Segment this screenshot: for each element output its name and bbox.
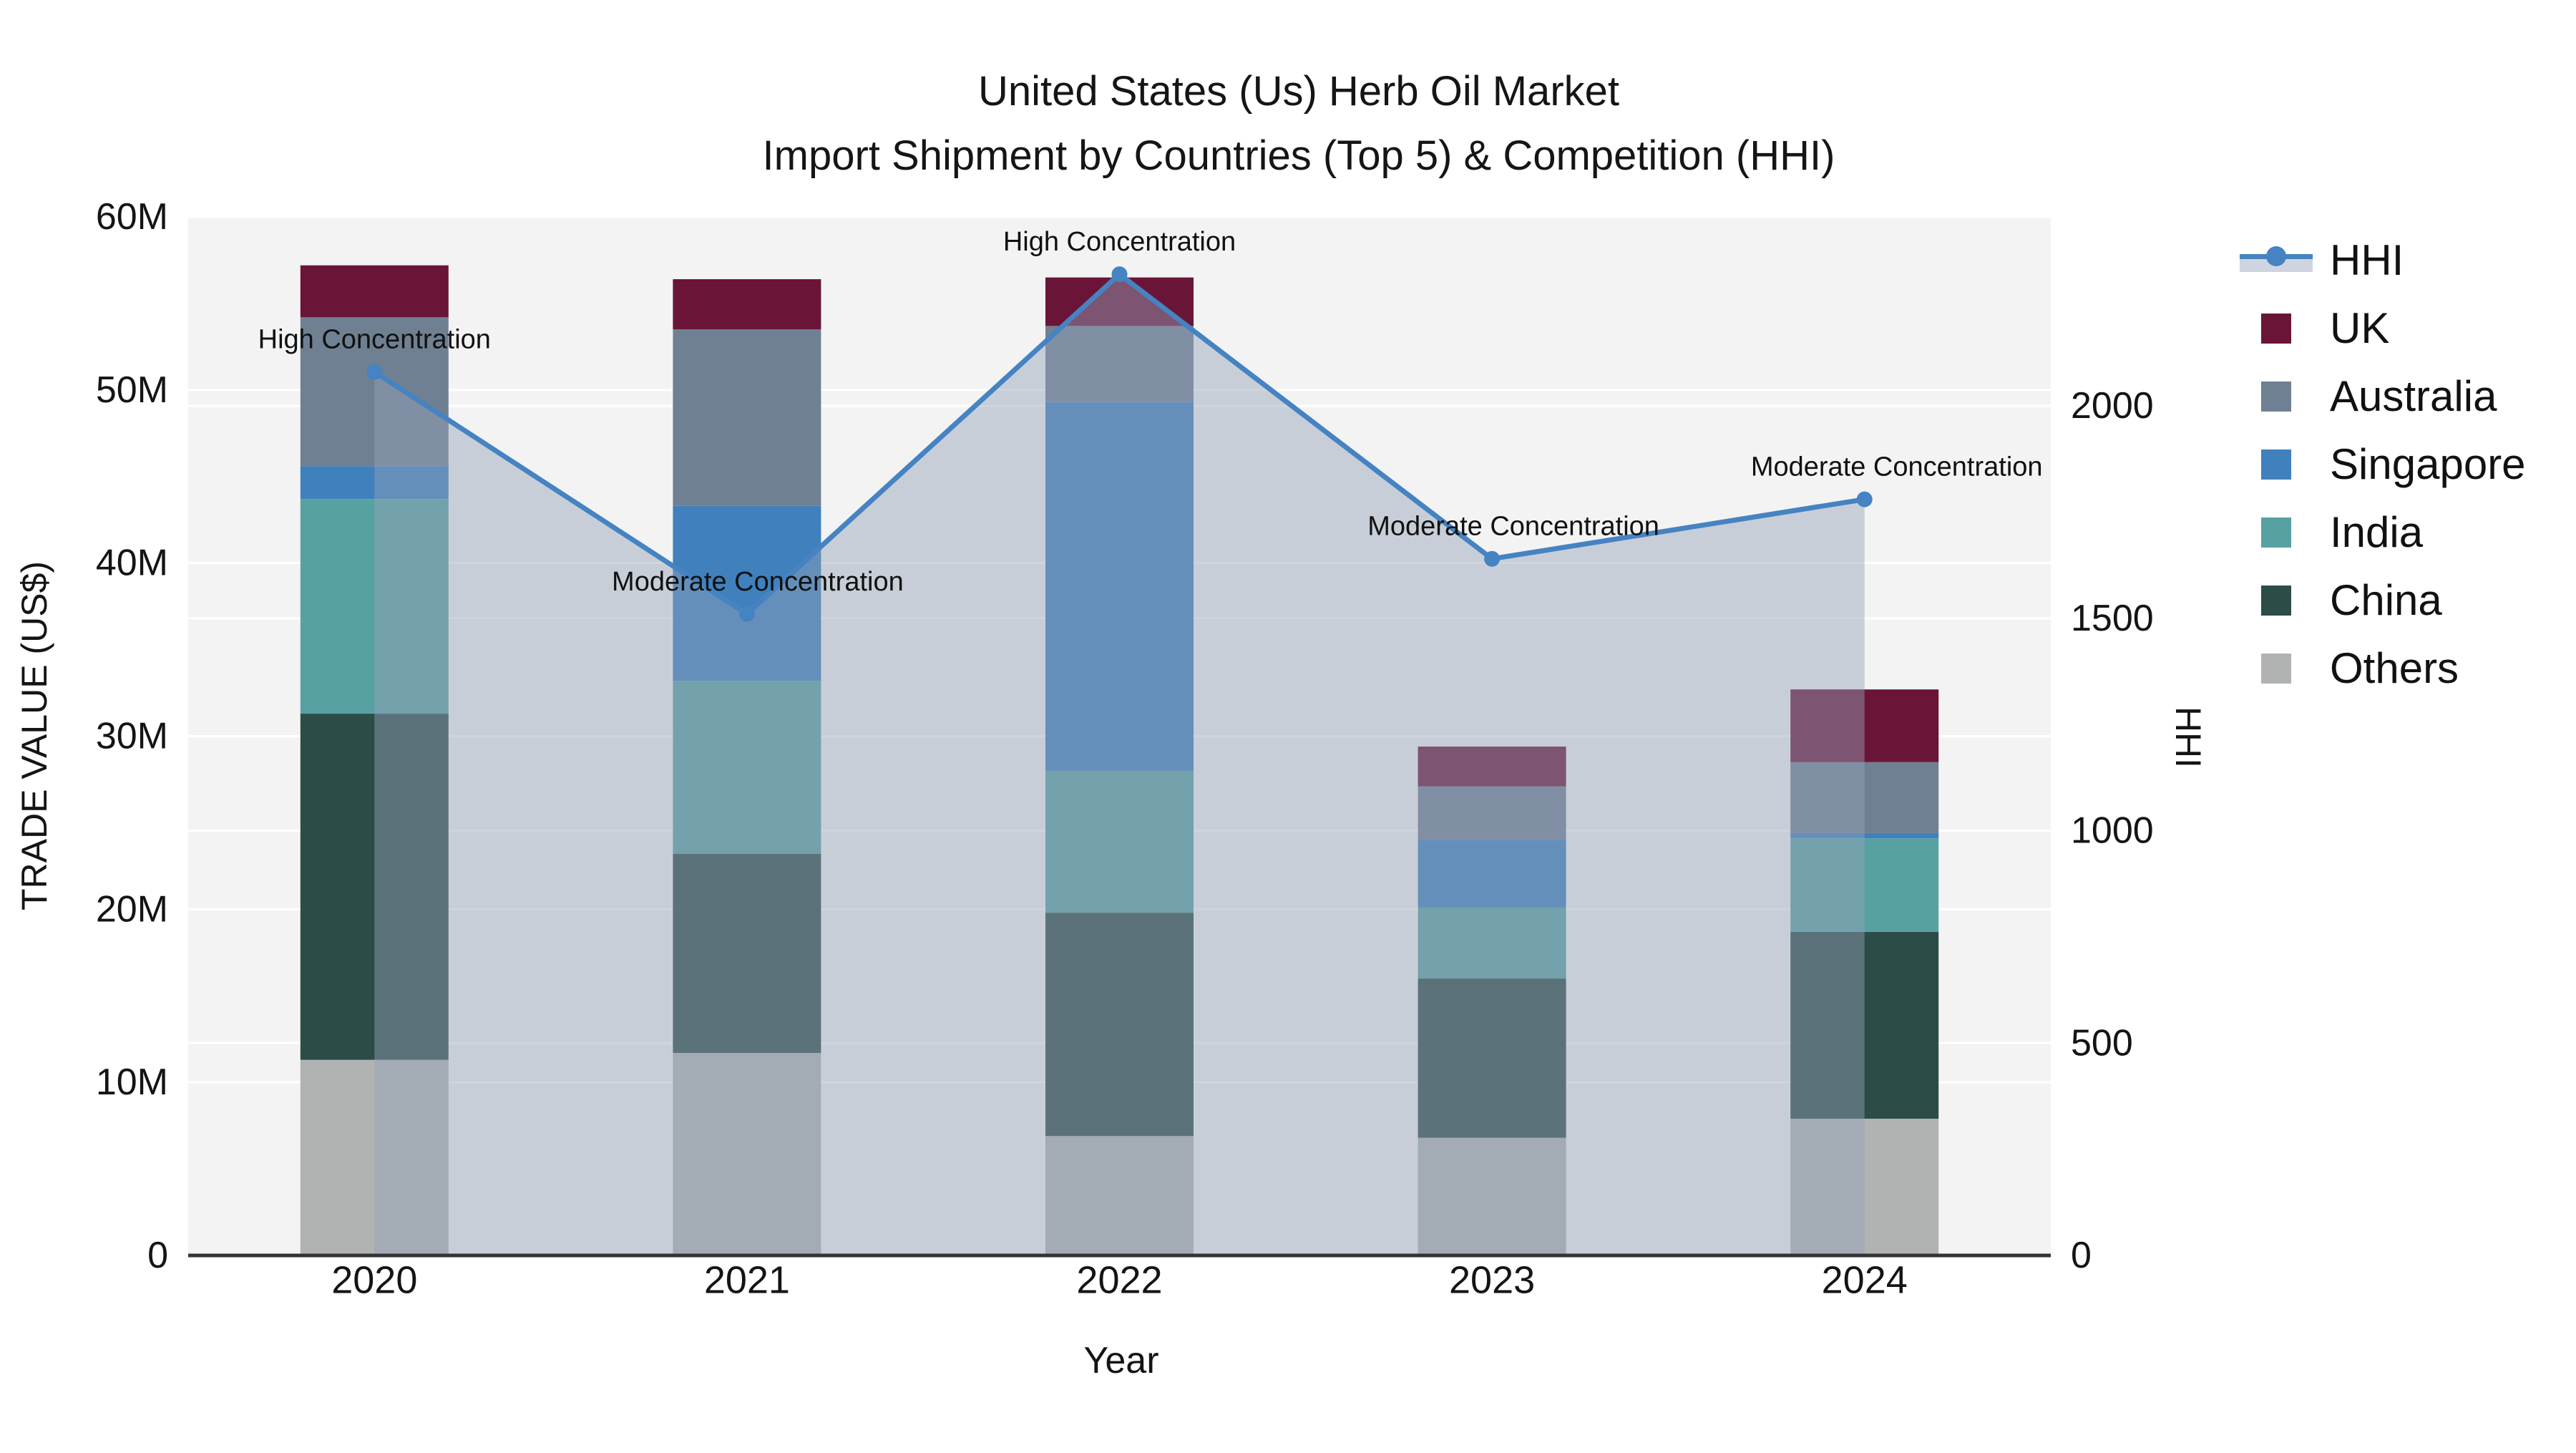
y-left-tick-20M: 20M <box>96 888 168 930</box>
chart-title-line2: Import Shipment by Countries (Top 5) & C… <box>762 132 1835 179</box>
bar-segment-singapore-2023 <box>1418 840 1566 908</box>
bar-segment-australia-2020 <box>300 317 449 467</box>
hhi-line-swatch-icon <box>2240 245 2313 276</box>
y-right-tick-500: 500 <box>2071 1022 2133 1064</box>
india-color-swatch-icon <box>2261 517 2291 548</box>
bar-segment-others-2024 <box>1790 1118 1939 1255</box>
legend-item-australia: Australia <box>2240 362 2526 430</box>
annotation-2024: Moderate Concentration <box>1751 452 2043 482</box>
bar-segment-singapore-2020 <box>300 466 449 500</box>
bar-segment-india-2023 <box>1418 907 1566 979</box>
bar-segment-others-2020 <box>300 1059 449 1255</box>
uk-color-swatch-icon <box>2261 313 2291 344</box>
y-left-tick-30M: 30M <box>96 716 168 757</box>
x-tick-2024: 2024 <box>1822 1258 1908 1301</box>
legend-item-singapore: Singapore <box>2240 430 2526 498</box>
bar-segment-australia-2024 <box>1790 762 1939 833</box>
hhi-marker-2021 <box>738 606 755 622</box>
legend-label: India <box>2330 508 2424 556</box>
y-right-tick-0: 0 <box>2071 1235 2092 1276</box>
y-right-tick-1500: 1500 <box>2071 598 2154 639</box>
bar-segment-uk-2020 <box>300 265 449 318</box>
y-left-tick-40M: 40M <box>96 543 168 584</box>
bar-segment-singapore-2022 <box>1045 402 1194 771</box>
hhi-marker-dot <box>2266 246 2286 266</box>
bar-segment-china-2020 <box>300 714 449 1060</box>
bar-segment-china-2021 <box>673 853 821 1054</box>
legend-item-china: China <box>2240 566 2526 634</box>
china-color-swatch-icon <box>2261 585 2291 616</box>
bar-segment-others-2023 <box>1418 1137 1566 1255</box>
others-color-swatch-icon <box>2261 653 2291 684</box>
bar-segment-singapore-2024 <box>1790 832 1939 839</box>
bar-segment-india-2020 <box>300 499 449 714</box>
bar-segment-others-2021 <box>673 1053 821 1255</box>
bar-segment-china-2022 <box>1045 913 1194 1137</box>
bar-segment-india-2022 <box>1045 770 1194 913</box>
hhi-marker-2024 <box>1856 491 1873 507</box>
bar-segment-australia-2022 <box>1045 326 1194 402</box>
y-right-tick-1000: 1000 <box>2071 810 2154 852</box>
bar-segment-india-2021 <box>673 681 821 854</box>
legend: HHI UK Australia Singapore India China O… <box>2240 226 2526 702</box>
legend-label: Others <box>2330 644 2459 692</box>
bar-segment-india-2024 <box>1790 838 1939 932</box>
bar-segment-uk-2021 <box>673 279 821 330</box>
bar-segment-uk-2024 <box>1790 689 1939 762</box>
legend-item-uk: UK <box>2240 294 2526 362</box>
x-tick-2022: 2022 <box>1076 1258 1162 1301</box>
legend-item-india: India <box>2240 498 2526 566</box>
y-axis-right-label: HHI <box>2168 706 2208 769</box>
legend-label: HHI <box>2330 236 2404 284</box>
bar-segment-australia-2023 <box>1418 786 1566 840</box>
hhi-marker-2023 <box>1484 550 1501 567</box>
bar-segment-china-2023 <box>1418 978 1566 1138</box>
bar-segment-china-2024 <box>1790 931 1939 1119</box>
bar-segment-singapore-2021 <box>673 505 821 681</box>
y-axis-left-label: TRADE VALUE (US$) <box>14 560 54 911</box>
annotation-2023: Moderate Concentration <box>1367 512 1659 542</box>
annotation-2021: Moderate Concentration <box>612 567 904 597</box>
singapore-color-swatch-icon <box>2261 449 2291 480</box>
hhi-marker-2020 <box>366 364 383 380</box>
chart-title-line1: United States (Us) Herb Oil Market <box>977 68 1620 115</box>
y-right-tick-2000: 2000 <box>2071 385 2154 427</box>
bar-segment-australia-2021 <box>673 329 821 506</box>
legend-label: Australia <box>2330 372 2497 420</box>
legend-item-hhi: HHI <box>2240 226 2526 294</box>
x-axis-label: Year <box>1083 1340 1159 1381</box>
legend-item-others: Others <box>2240 634 2526 702</box>
chart-title: United States (Us) Herb Oil Market Impor… <box>763 69 1835 179</box>
annotation-2020: High Concentration <box>258 325 491 355</box>
annotation-2022: High Concentration <box>1003 227 1236 257</box>
legend-label: Singapore <box>2330 440 2526 488</box>
hhi-area-fill <box>374 274 1865 1255</box>
x-tick-2023: 2023 <box>1449 1258 1535 1301</box>
hhi-marker-2022 <box>1111 266 1128 283</box>
australia-color-swatch-icon <box>2261 381 2291 412</box>
x-tick-2020: 2020 <box>331 1258 417 1301</box>
x-tick-2021: 2021 <box>704 1258 790 1301</box>
y-left-tick-10M: 10M <box>96 1061 168 1103</box>
bar-segment-uk-2023 <box>1418 747 1566 787</box>
legend-label: UK <box>2330 304 2390 352</box>
y-left-tick-60M: 60M <box>96 196 168 238</box>
y-left-tick-50M: 50M <box>96 369 168 411</box>
legend-label: China <box>2330 576 2442 624</box>
bar-segment-others-2022 <box>1045 1136 1194 1255</box>
y-left-tick-0: 0 <box>147 1235 168 1276</box>
